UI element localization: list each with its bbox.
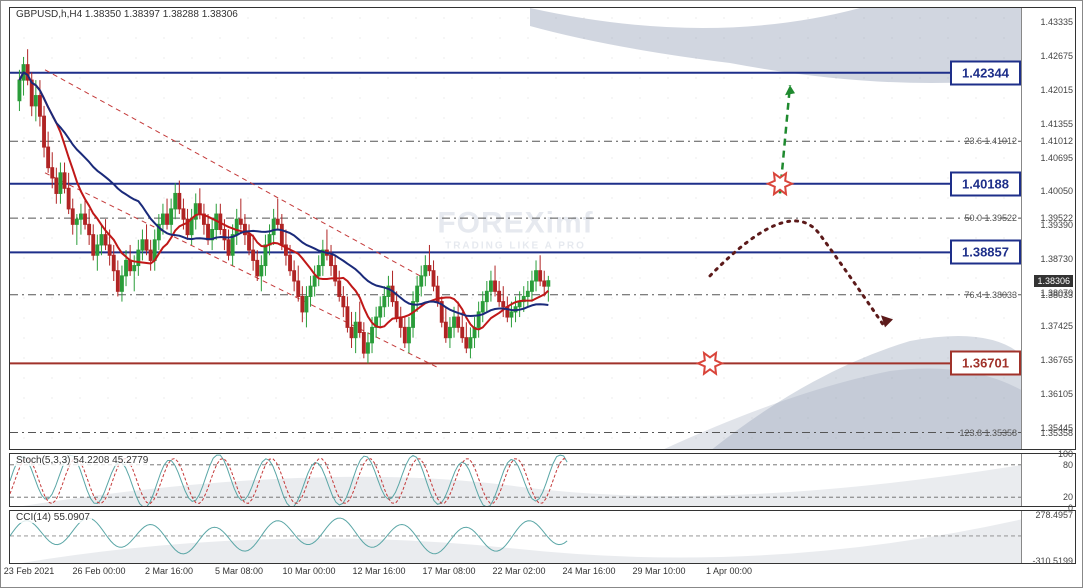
price-tick: 1.37425 <box>1040 321 1073 331</box>
price-tick: 1.35358 <box>1040 428 1073 438</box>
time-tick: 10 Mar 00:00 <box>282 566 335 576</box>
time-tick: 2 Mar 16:00 <box>145 566 193 576</box>
cci-label: CCI(14) 55.0907 <box>14 512 92 523</box>
fib-label: 50.0 1.39522 <box>964 213 1017 223</box>
price-tick: 1.36105 <box>1040 389 1073 399</box>
time-tick: 12 Mar 16:00 <box>352 566 405 576</box>
main-plot-area[interactable]: FOREXimf TRADING LIKE A PRO 1.423441.401… <box>10 8 1021 449</box>
price-tick: 1.41012 <box>1040 136 1073 146</box>
cci-plot-area[interactable] <box>10 511 1021 563</box>
time-tick: 22 Mar 02:00 <box>492 566 545 576</box>
stoch-tick: 100 <box>1058 449 1073 459</box>
price-tick: 1.38033 <box>1040 290 1073 300</box>
symbol-header: GBPUSD,h,H4 1.38350 1.38397 1.38288 1.38… <box>14 9 240 20</box>
price-level-box[interactable]: 1.36701 <box>950 351 1021 376</box>
cci-tick: 278.4957 <box>1035 510 1073 520</box>
cci-tick: -310.5199 <box>1032 556 1073 566</box>
price-tick: 1.38730 <box>1040 254 1073 264</box>
time-axis[interactable]: 23 Feb 202126 Feb 00:002 Mar 16:005 Mar … <box>9 566 1076 584</box>
price-tick: 1.43335 <box>1040 17 1073 27</box>
fib-label: 76.4 1.38033 <box>964 290 1017 300</box>
fib-label: 23.6 1.41012 <box>964 136 1017 146</box>
stoch-svg <box>10 454 1021 506</box>
cci-svg <box>10 511 1021 563</box>
price-tick: 1.40695 <box>1040 153 1073 163</box>
stoch-tick: 20 <box>1063 492 1073 502</box>
time-tick: 23 Feb 2021 <box>4 566 55 576</box>
price-tick: 1.39390 <box>1040 220 1073 230</box>
main-price-scale[interactable]: 1.43335 1.42675 1.42015 1.41355 1.41012 1.406… <box>1021 8 1075 449</box>
time-tick: 24 Mar 16:00 <box>562 566 615 576</box>
cci-panel[interactable]: CCI(14) 55.0907 278.4957 -310.5199 <box>9 510 1076 564</box>
main-svg-layer <box>10 8 1021 449</box>
price-level-box[interactable]: 1.40188 <box>950 171 1021 196</box>
price-tick: 1.42675 <box>1040 51 1073 61</box>
time-tick: 5 Mar 08:00 <box>215 566 263 576</box>
stoch-plot-area[interactable] <box>10 454 1021 506</box>
price-level-box[interactable]: 1.42344 <box>950 60 1021 85</box>
stoch-label: Stoch(5,3,3) 54.2208 45.2779 <box>14 455 150 466</box>
time-tick: 26 Feb 00:00 <box>72 566 125 576</box>
chart-container: GBPUSD,h,H4 1.38350 1.38397 1.38288 1.38… <box>0 0 1083 588</box>
stoch-scale[interactable]: 10080200 <box>1021 454 1075 506</box>
price-tick: 1.36765 <box>1040 355 1073 365</box>
current-price-badge: 1.38306 <box>1034 275 1073 287</box>
time-tick: 1 Apr 00:00 <box>706 566 752 576</box>
price-tick: 1.40050 <box>1040 186 1073 196</box>
stochastic-panel[interactable]: Stoch(5,3,3) 54.2208 45.2779 10080200 <box>9 453 1076 507</box>
time-tick: 29 Mar 10:00 <box>632 566 685 576</box>
main-price-panel[interactable]: GBPUSD,h,H4 1.38350 1.38397 1.38288 1.38… <box>9 7 1076 450</box>
fib-label: 123.8 1.35358 <box>959 428 1017 438</box>
price-tick: 1.42015 <box>1040 85 1073 95</box>
time-tick: 17 Mar 08:00 <box>422 566 475 576</box>
price-level-box[interactable]: 1.38857 <box>950 240 1021 265</box>
price-tick: 1.41355 <box>1040 119 1073 129</box>
cci-scale[interactable]: 278.4957 -310.5199 <box>1021 511 1075 563</box>
stoch-tick: 80 <box>1063 460 1073 470</box>
